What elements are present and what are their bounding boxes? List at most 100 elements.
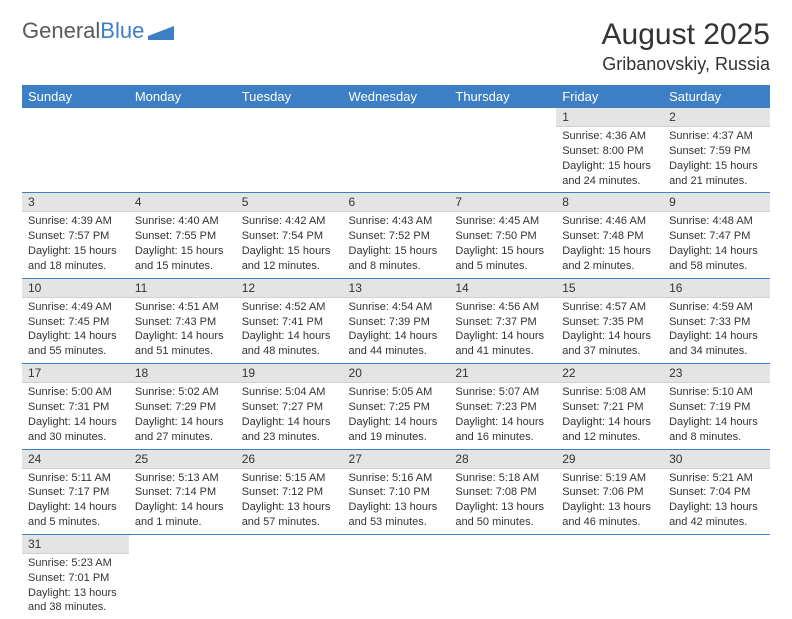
calendar-row: 24Sunrise: 5:11 AMSunset: 7:17 PMDayligh… [22, 449, 770, 534]
daylight-2: and 12 minutes. [242, 259, 337, 274]
day-number: 24 [22, 450, 129, 469]
day-number: 18 [129, 364, 236, 383]
daylight-1: Daylight: 14 hours [669, 329, 764, 344]
day-data: Sunrise: 5:07 AMSunset: 7:23 PMDaylight:… [449, 383, 556, 448]
location: Gribanovskiy, Russia [602, 54, 770, 75]
day-data: Sunrise: 4:57 AMSunset: 7:35 PMDaylight:… [556, 298, 663, 363]
daylight-1: Daylight: 14 hours [135, 329, 230, 344]
sunrise: Sunrise: 4:42 AM [242, 214, 337, 229]
daylight-1: Daylight: 14 hours [135, 500, 230, 515]
sunset: Sunset: 7:33 PM [669, 315, 764, 330]
daylight-1: Daylight: 14 hours [28, 500, 123, 515]
daylight-1: Daylight: 14 hours [455, 415, 550, 430]
daylight-2: and 27 minutes. [135, 430, 230, 445]
day-number: 5 [236, 193, 343, 212]
daylight-2: and 5 minutes. [455, 259, 550, 274]
day-data: Sunrise: 4:59 AMSunset: 7:33 PMDaylight:… [663, 298, 770, 363]
sunrise: Sunrise: 4:36 AM [562, 129, 657, 144]
daylight-2: and 15 minutes. [135, 259, 230, 274]
calendar-cell: 3Sunrise: 4:39 AMSunset: 7:57 PMDaylight… [22, 193, 129, 278]
sunset: Sunset: 7:17 PM [28, 485, 123, 500]
daylight-1: Daylight: 15 hours [28, 244, 123, 259]
daylight-2: and 21 minutes. [669, 174, 764, 189]
header: GeneralBlue August 2025 Gribanovskiy, Ru… [22, 18, 770, 75]
calendar-cell [663, 534, 770, 619]
sunrise: Sunrise: 4:51 AM [135, 300, 230, 315]
sunset: Sunset: 7:31 PM [28, 400, 123, 415]
daylight-2: and 55 minutes. [28, 344, 123, 359]
day-header: Sunday [22, 85, 129, 108]
calendar-cell [129, 108, 236, 193]
calendar-cell: 27Sunrise: 5:16 AMSunset: 7:10 PMDayligh… [343, 449, 450, 534]
calendar-cell: 16Sunrise: 4:59 AMSunset: 7:33 PMDayligh… [663, 278, 770, 363]
logo-flag-icon [148, 22, 174, 40]
day-data: Sunrise: 5:21 AMSunset: 7:04 PMDaylight:… [663, 469, 770, 534]
day-number: 26 [236, 450, 343, 469]
day-number: 19 [236, 364, 343, 383]
sunset: Sunset: 7:14 PM [135, 485, 230, 500]
sunrise: Sunrise: 5:08 AM [562, 385, 657, 400]
day-header: Wednesday [343, 85, 450, 108]
sunset: Sunset: 7:04 PM [669, 485, 764, 500]
calendar-row: 17Sunrise: 5:00 AMSunset: 7:31 PMDayligh… [22, 364, 770, 449]
daylight-1: Daylight: 14 hours [242, 415, 337, 430]
sunset: Sunset: 7:06 PM [562, 485, 657, 500]
day-data: Sunrise: 5:13 AMSunset: 7:14 PMDaylight:… [129, 469, 236, 534]
day-data: Sunrise: 4:45 AMSunset: 7:50 PMDaylight:… [449, 212, 556, 277]
sunrise: Sunrise: 4:52 AM [242, 300, 337, 315]
day-number: 21 [449, 364, 556, 383]
daylight-2: and 5 minutes. [28, 515, 123, 530]
calendar-cell: 10Sunrise: 4:49 AMSunset: 7:45 PMDayligh… [22, 278, 129, 363]
daylight-1: Daylight: 13 hours [455, 500, 550, 515]
sunrise: Sunrise: 4:54 AM [349, 300, 444, 315]
day-number: 3 [22, 193, 129, 212]
sunrise: Sunrise: 5:11 AM [28, 471, 123, 486]
daylight-1: Daylight: 14 hours [28, 329, 123, 344]
day-number: 13 [343, 279, 450, 298]
calendar-cell: 21Sunrise: 5:07 AMSunset: 7:23 PMDayligh… [449, 364, 556, 449]
day-data: Sunrise: 4:37 AMSunset: 7:59 PMDaylight:… [663, 127, 770, 192]
sunset: Sunset: 7:23 PM [455, 400, 550, 415]
daylight-1: Daylight: 13 hours [669, 500, 764, 515]
daylight-2: and 51 minutes. [135, 344, 230, 359]
day-header: Friday [556, 85, 663, 108]
day-number: 11 [129, 279, 236, 298]
calendar-row: 1Sunrise: 4:36 AMSunset: 8:00 PMDaylight… [22, 108, 770, 193]
daylight-1: Daylight: 14 hours [135, 415, 230, 430]
calendar-cell: 13Sunrise: 4:54 AMSunset: 7:39 PMDayligh… [343, 278, 450, 363]
day-data: Sunrise: 5:19 AMSunset: 7:06 PMDaylight:… [556, 469, 663, 534]
daylight-2: and 8 minutes. [669, 430, 764, 445]
sunset: Sunset: 7:08 PM [455, 485, 550, 500]
calendar-cell: 23Sunrise: 5:10 AMSunset: 7:19 PMDayligh… [663, 364, 770, 449]
day-number: 2 [663, 108, 770, 127]
daylight-1: Daylight: 14 hours [669, 244, 764, 259]
day-data: Sunrise: 4:42 AMSunset: 7:54 PMDaylight:… [236, 212, 343, 277]
sunrise: Sunrise: 5:10 AM [669, 385, 764, 400]
day-data: Sunrise: 4:46 AMSunset: 7:48 PMDaylight:… [556, 212, 663, 277]
day-data: Sunrise: 5:15 AMSunset: 7:12 PMDaylight:… [236, 469, 343, 534]
sunset: Sunset: 8:00 PM [562, 144, 657, 159]
sunset: Sunset: 7:37 PM [455, 315, 550, 330]
day-number: 12 [236, 279, 343, 298]
calendar-cell: 19Sunrise: 5:04 AMSunset: 7:27 PMDayligh… [236, 364, 343, 449]
calendar-cell: 31Sunrise: 5:23 AMSunset: 7:01 PMDayligh… [22, 534, 129, 619]
daylight-1: Daylight: 14 hours [349, 329, 444, 344]
day-number: 30 [663, 450, 770, 469]
calendar-cell: 18Sunrise: 5:02 AMSunset: 7:29 PMDayligh… [129, 364, 236, 449]
title-block: August 2025 Gribanovskiy, Russia [602, 18, 770, 75]
daylight-1: Daylight: 15 hours [135, 244, 230, 259]
daylight-2: and 19 minutes. [349, 430, 444, 445]
daylight-2: and 18 minutes. [28, 259, 123, 274]
calendar-cell: 12Sunrise: 4:52 AMSunset: 7:41 PMDayligh… [236, 278, 343, 363]
calendar-cell: 25Sunrise: 5:13 AMSunset: 7:14 PMDayligh… [129, 449, 236, 534]
day-data: Sunrise: 5:16 AMSunset: 7:10 PMDaylight:… [343, 469, 450, 534]
calendar-cell [449, 534, 556, 619]
sunset: Sunset: 7:19 PM [669, 400, 764, 415]
day-number: 15 [556, 279, 663, 298]
daylight-1: Daylight: 13 hours [242, 500, 337, 515]
daylight-2: and 16 minutes. [455, 430, 550, 445]
day-data: Sunrise: 5:18 AMSunset: 7:08 PMDaylight:… [449, 469, 556, 534]
day-header: Saturday [663, 85, 770, 108]
sunrise: Sunrise: 5:21 AM [669, 471, 764, 486]
day-data: Sunrise: 4:54 AMSunset: 7:39 PMDaylight:… [343, 298, 450, 363]
